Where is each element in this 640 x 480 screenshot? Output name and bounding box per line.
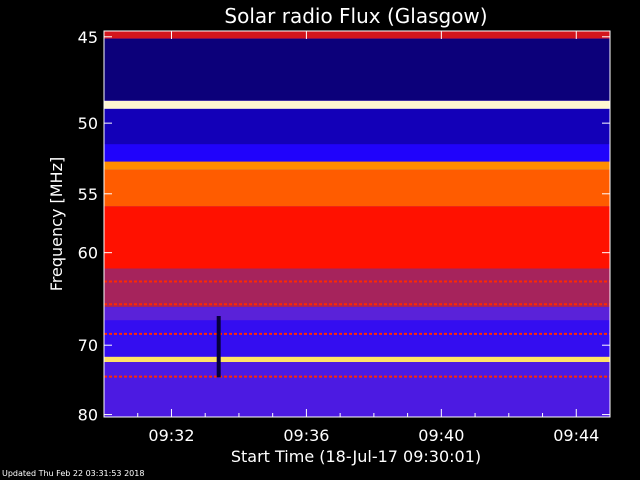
plot-frame xyxy=(103,30,611,418)
chart-title: Solar radio Flux (Glasgow) xyxy=(224,4,487,28)
x-tick-label: 09:32 xyxy=(148,426,194,445)
x-axis: 09:32 09:36 09:40 09:44 xyxy=(103,31,611,445)
updated-timestamp: Updated Thu Feb 22 03:31:53 2018 xyxy=(2,469,145,478)
band-4 xyxy=(104,144,610,162)
band-12 xyxy=(104,362,610,417)
band-11 xyxy=(104,356,610,363)
x-tick-label: 09:36 xyxy=(283,426,329,445)
y-tick-label: 70 xyxy=(78,336,98,355)
band-3 xyxy=(104,108,610,145)
band-5 xyxy=(104,161,610,170)
y-tick-label: 50 xyxy=(78,114,98,133)
y-tick-label: 55 xyxy=(78,185,98,204)
spectrogram-image xyxy=(104,31,610,417)
x-axis-label: Start Time (18-Jul-17 09:30:01) xyxy=(231,447,481,466)
band-9 xyxy=(104,307,610,321)
y-axis-label: Frequency [MHz] xyxy=(47,157,66,291)
band-7 xyxy=(104,206,610,269)
band-6 xyxy=(104,169,610,207)
band-10 xyxy=(104,320,610,357)
y-tick-label: 60 xyxy=(78,244,98,263)
band-2 xyxy=(104,100,610,109)
x-tick-label: 09:40 xyxy=(418,426,464,445)
band-0 xyxy=(104,31,610,39)
band-1 xyxy=(104,38,610,101)
y-axis: 45 50 55 60 70 80 xyxy=(78,28,610,425)
y-tick-label: 45 xyxy=(78,28,98,47)
band-8 xyxy=(104,268,610,308)
burst-mark xyxy=(216,316,221,378)
x-tick-label: 09:44 xyxy=(553,426,599,445)
y-tick-label: 80 xyxy=(78,406,98,425)
